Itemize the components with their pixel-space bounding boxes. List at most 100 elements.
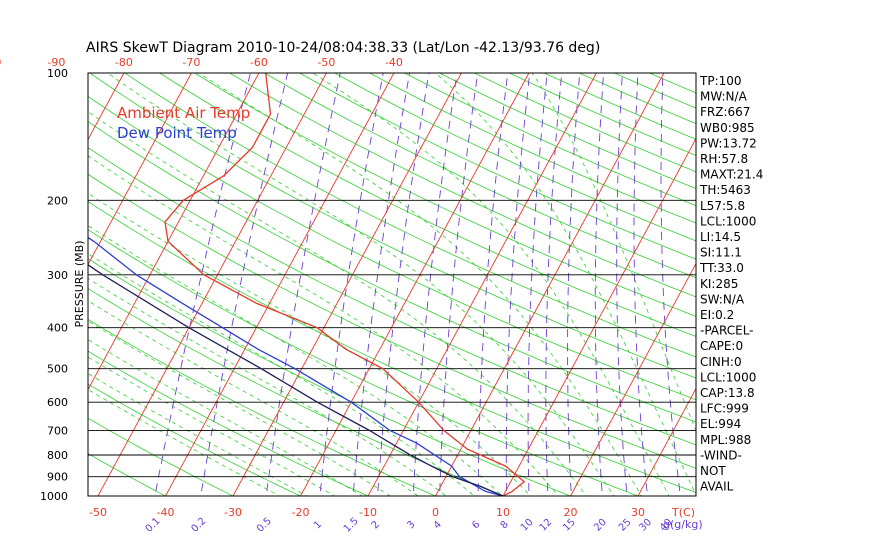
index-readout: NOT bbox=[700, 464, 726, 478]
index-readout: LFC:999 bbox=[700, 402, 749, 416]
top-temp-tick-label: -90 bbox=[47, 56, 65, 69]
mixing-ratio-line bbox=[439, 73, 479, 496]
mixing-ratio-line bbox=[352, 73, 411, 496]
index-readout: FRZ:667 bbox=[700, 105, 750, 119]
isotherm-line bbox=[569, 262, 696, 496]
series-dew-point-temp bbox=[88, 236, 504, 496]
index-readout: CAPE:0 bbox=[700, 339, 743, 353]
dry-adiabat-line bbox=[509, 73, 696, 156]
isotherm-line bbox=[88, 73, 192, 266]
pressure-tick-label: 100 bbox=[47, 67, 68, 80]
isotherm-line bbox=[232, 73, 462, 496]
dry-adiabat-line bbox=[159, 73, 696, 337]
mixing-ratio-label: 1 bbox=[312, 519, 324, 531]
index-readout: LCL:1000 bbox=[700, 370, 756, 384]
pressure-axis: 100 200 300 400 500 600 700 800 900 1000 bbox=[40, 67, 68, 503]
dry-adiabat-line bbox=[229, 73, 696, 298]
bottom-temp-tick-label: -30 bbox=[224, 506, 242, 519]
mixing-ratio-line bbox=[616, 73, 628, 496]
index-readout: MPL:988 bbox=[700, 433, 751, 447]
dry-adiabat-line bbox=[264, 73, 696, 279]
moist-adiabat-line bbox=[434, 73, 696, 496]
top-temp-axis: -120-110-100-90-80-70-60-50-40 bbox=[0, 56, 403, 69]
dry-adiabat-line bbox=[88, 173, 696, 469]
moist-adiabat-line bbox=[88, 155, 559, 496]
bottom-temp-tick-label: -20 bbox=[292, 506, 310, 519]
background-lines bbox=[88, 73, 696, 496]
isotherm-line bbox=[502, 137, 696, 496]
dry-adiabat-line bbox=[334, 73, 696, 242]
index-readout: PW:13.72 bbox=[700, 136, 757, 150]
mixing-ratio-unit-label: g(g/kg) bbox=[663, 518, 703, 531]
pressure-tick-label: 900 bbox=[47, 471, 68, 484]
mixing-ratio-label: 0.2 bbox=[189, 516, 208, 535]
top-temp-tick-label: -60 bbox=[250, 56, 268, 69]
dry-adiabat-line bbox=[88, 258, 572, 496]
mixing-ratio-line bbox=[477, 73, 509, 496]
pressure-tick-label: 1000 bbox=[40, 490, 68, 503]
mixing-ratio-line bbox=[319, 73, 384, 496]
isotherm-line bbox=[637, 387, 696, 496]
plot-frame bbox=[87, 72, 697, 497]
series-ambient-air-temp bbox=[164, 73, 526, 496]
mixing-ratio-line bbox=[567, 73, 581, 496]
moist-adiabats bbox=[88, 73, 696, 496]
index-readout: L57:5.8 bbox=[700, 199, 745, 213]
chart-title: AIRS SkewT Diagram 2010-10-24/08:04:38.3… bbox=[86, 40, 600, 56]
moist-adiabat-line bbox=[107, 73, 615, 496]
top-temp-tick-label: -40 bbox=[385, 56, 403, 69]
y-axis-label: PRESSURE (MB) bbox=[73, 241, 86, 328]
mixing-ratio-lines bbox=[154, 73, 681, 496]
mixing-ratio-label: 10 bbox=[519, 517, 536, 534]
dry-adiabats bbox=[88, 73, 696, 496]
top-temp-tick-label: -80 bbox=[115, 56, 133, 69]
index-readout: AVAIL bbox=[700, 480, 734, 494]
moist-adiabat-line bbox=[88, 278, 447, 496]
mixing-ratio-label: 20 bbox=[592, 517, 609, 534]
dry-adiabat-line bbox=[88, 288, 505, 496]
index-readout: SI:11.1 bbox=[700, 246, 742, 260]
isotherm-line bbox=[88, 73, 260, 391]
index-readout: LI:14.5 bbox=[700, 230, 741, 244]
mixing-ratio-label: 6 bbox=[470, 519, 482, 531]
mixing-ratio-line bbox=[633, 73, 648, 496]
top-temp-tick-label: -100 bbox=[0, 56, 1, 69]
mixing-ratio-label: 4 bbox=[432, 519, 444, 531]
moist-adiabat-line bbox=[88, 356, 336, 496]
mixing-ratio-line bbox=[154, 73, 251, 496]
bottom-temp-tick-label: -40 bbox=[157, 506, 175, 519]
index-readout: -WIND- bbox=[700, 448, 742, 462]
mixing-ratio-label: 8 bbox=[499, 519, 511, 531]
index-readout: CAP:13.8 bbox=[700, 386, 755, 400]
mixing-ratio-label: 15 bbox=[561, 517, 578, 534]
moist-adiabat-line bbox=[312, 73, 670, 496]
dry-adiabat-line bbox=[88, 383, 302, 496]
mixing-ratio-line bbox=[527, 73, 548, 496]
dry-adiabat-line bbox=[404, 73, 696, 207]
dry-adiabat-line bbox=[89, 73, 696, 379]
index-readout: SW:N/A bbox=[700, 292, 745, 306]
dry-adiabat-line bbox=[88, 201, 696, 493]
index-readout: KI:285 bbox=[700, 277, 738, 291]
pressure-tick-label: 700 bbox=[47, 424, 68, 437]
isotherm-line bbox=[88, 73, 125, 141]
mixing-ratio-line bbox=[505, 73, 531, 496]
bottom-temp-tick-label: 10 bbox=[496, 506, 510, 519]
temp-unit-label: T(C) bbox=[671, 506, 695, 519]
moist-adiabat-line bbox=[88, 225, 503, 496]
bottom-temp-tick-label: -10 bbox=[359, 506, 377, 519]
legend-ambient-air-temp: Ambient Air Temp bbox=[117, 104, 250, 122]
mixing-ratio-label: 1.5 bbox=[342, 516, 361, 535]
pressure-tick-label: 800 bbox=[47, 449, 68, 462]
dry-adiabat-line bbox=[88, 95, 696, 401]
mixing-ratio-line bbox=[412, 73, 458, 496]
moist-adiabat-line bbox=[88, 253, 475, 496]
pressure-tick-label: 300 bbox=[47, 269, 68, 282]
mixing-ratio-label: 12 bbox=[538, 517, 555, 534]
index-readout: TP:100 bbox=[699, 74, 742, 88]
isotherm-line bbox=[164, 73, 395, 496]
isotherm-line bbox=[434, 73, 665, 496]
bottom-temp-tick-label: -50 bbox=[89, 506, 107, 519]
